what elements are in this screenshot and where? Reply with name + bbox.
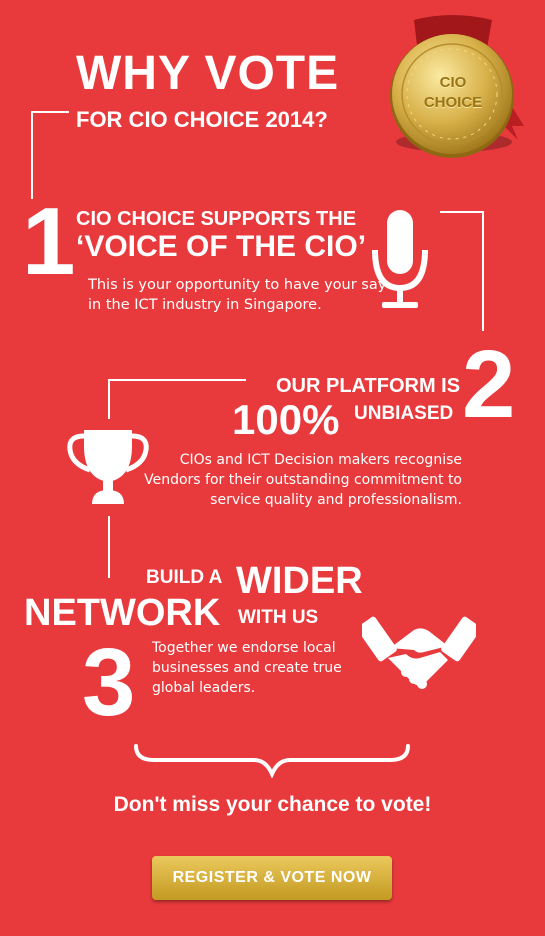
section-heading: NETWORK (24, 592, 221, 634)
connector-line (440, 211, 484, 213)
section-heading: WITH US (238, 607, 319, 628)
section-number: 2 (462, 331, 516, 438)
connector-line (108, 379, 110, 419)
page-subtitle: FOR CIO CHOICE 2014? (76, 107, 328, 132)
medal-icon: CIO CHOICE (374, 14, 530, 166)
connector-line (31, 111, 69, 113)
medal-text-line2: CHOICE (423, 94, 483, 111)
section-heading: WIDER (236, 560, 363, 602)
section-heading: CIO CHOICE SUPPORTS THE (76, 208, 357, 230)
section-body: Together we endorse local businesses and… (152, 640, 342, 696)
section-body: CIOs and ICT Decision makers recognise V… (144, 452, 462, 508)
trophy-icon (66, 426, 150, 508)
section-heading-percent: 100% (232, 396, 340, 443)
section-heading: BUILD A (146, 567, 223, 588)
handshake-icon (357, 608, 481, 694)
cta-text: Don't miss your chance to vote! (113, 793, 432, 816)
register-vote-button[interactable]: REGISTER & VOTE NOW (152, 856, 392, 900)
section-number: 1 (22, 188, 76, 295)
section-body: This is your opportunity to have your sa… (88, 277, 387, 313)
connector-line (108, 516, 110, 578)
microphone-icon (370, 208, 430, 312)
connector-line (108, 379, 246, 381)
page-title: WHY VOTE (76, 47, 340, 100)
connector-line (31, 111, 33, 199)
section-heading: OUR PLATFORM IS (276, 375, 461, 397)
section-heading: UNBIASED (354, 403, 454, 424)
medal-text-line1: CIO (439, 74, 467, 91)
section-heading: ‘VOICE OF THE CIO’ (76, 230, 367, 263)
brace-divider (132, 742, 412, 780)
section-number: 3 (82, 629, 136, 736)
connector-line (482, 211, 484, 331)
